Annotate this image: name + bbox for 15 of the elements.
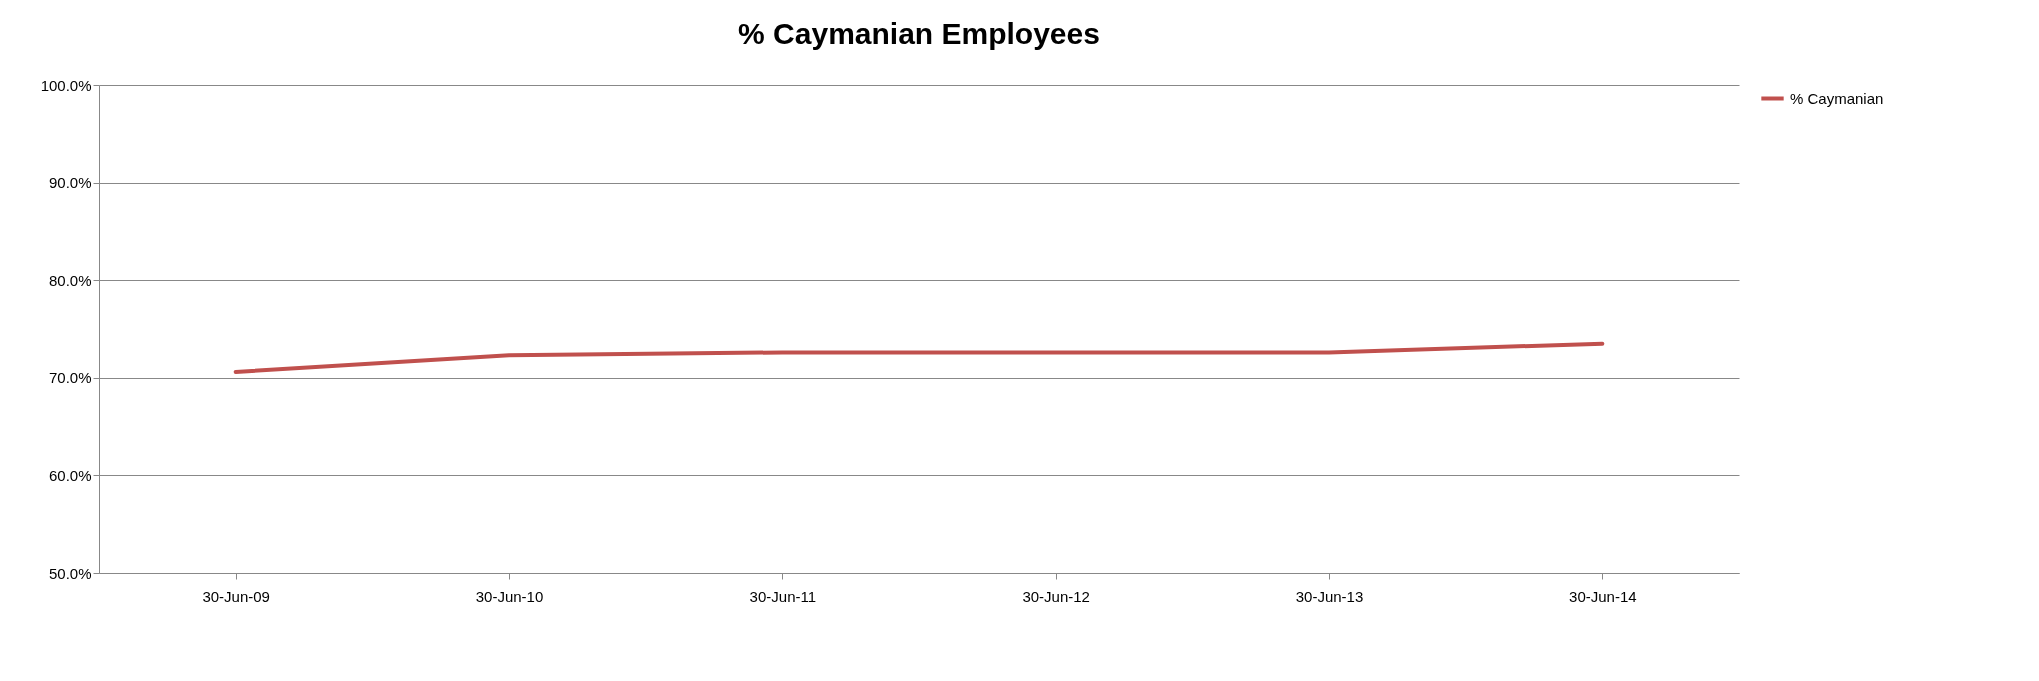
y-tick-label: 100.0% bbox=[40, 76, 92, 94]
legend-label: % Caymanian bbox=[1790, 89, 1884, 107]
x-tick-label: 30-Jun-13 bbox=[1295, 587, 1364, 605]
x-tick-label: 30-Jun-14 bbox=[1569, 587, 1637, 605]
x-tick-label: 30-Jun-09 bbox=[202, 587, 270, 605]
line-series bbox=[233, 341, 1605, 374]
x-tick-label: 30-Jun-11 bbox=[749, 587, 817, 605]
x-tick-label: 30-Jun-10 bbox=[475, 587, 544, 605]
x-tick-label: 30-Jun-12 bbox=[1022, 587, 1090, 605]
y-tick-label: 50.0% bbox=[48, 564, 92, 582]
y-tick-label: 60.0% bbox=[48, 466, 92, 484]
chart-title: % Caymanian Employees bbox=[738, 17, 1100, 50]
y-tick-label: 70.0% bbox=[48, 369, 92, 387]
y-tick-label: 80.0% bbox=[48, 271, 92, 289]
y-tick-label: 90.0% bbox=[48, 174, 92, 192]
